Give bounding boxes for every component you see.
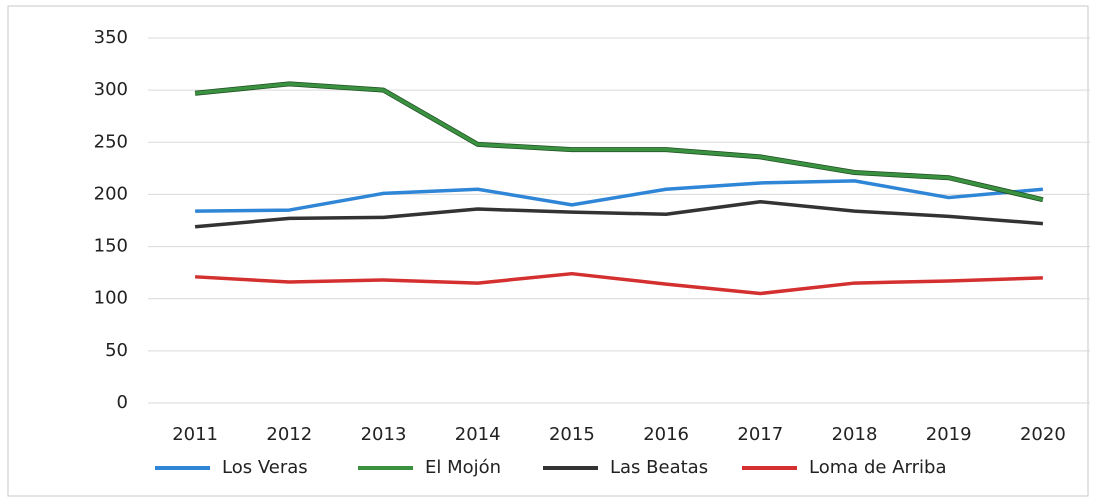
series-line-outline bbox=[194, 81, 1044, 203]
y-tick-label: 150 bbox=[94, 236, 128, 257]
x-tick-label: 2020 bbox=[1020, 424, 1066, 445]
legend-label: El Mojón bbox=[425, 457, 501, 478]
legend-label: Los Veras bbox=[222, 457, 308, 478]
y-tick-label: 0 bbox=[117, 392, 128, 413]
y-tick-label: 100 bbox=[94, 288, 128, 309]
y-tick-label: 350 bbox=[94, 27, 128, 48]
x-tick-label: 2019 bbox=[926, 424, 972, 445]
x-tick-label: 2013 bbox=[361, 424, 407, 445]
y-tick-label: 50 bbox=[105, 340, 128, 361]
x-tick-label: 2016 bbox=[643, 424, 689, 445]
x-tick-label: 2011 bbox=[172, 424, 218, 445]
series-line bbox=[194, 199, 1044, 229]
x-tick-label: 2018 bbox=[832, 424, 878, 445]
series-line bbox=[194, 82, 1044, 202]
series-line bbox=[195, 179, 1044, 213]
y-tick-label: 250 bbox=[94, 131, 128, 152]
x-tick-label: 2012 bbox=[266, 424, 312, 445]
legend-label: Loma de Arriba bbox=[809, 457, 947, 478]
chart-border bbox=[7, 5, 1089, 497]
legend-label: Las Beatas bbox=[610, 457, 708, 478]
x-tick-label: 2015 bbox=[549, 424, 595, 445]
x-tick-label: 2014 bbox=[455, 424, 501, 445]
y-tick-label: 200 bbox=[94, 183, 128, 204]
series-line bbox=[195, 271, 1043, 296]
y-tick-label: 300 bbox=[94, 79, 128, 100]
x-tick-label: 2017 bbox=[737, 424, 783, 445]
